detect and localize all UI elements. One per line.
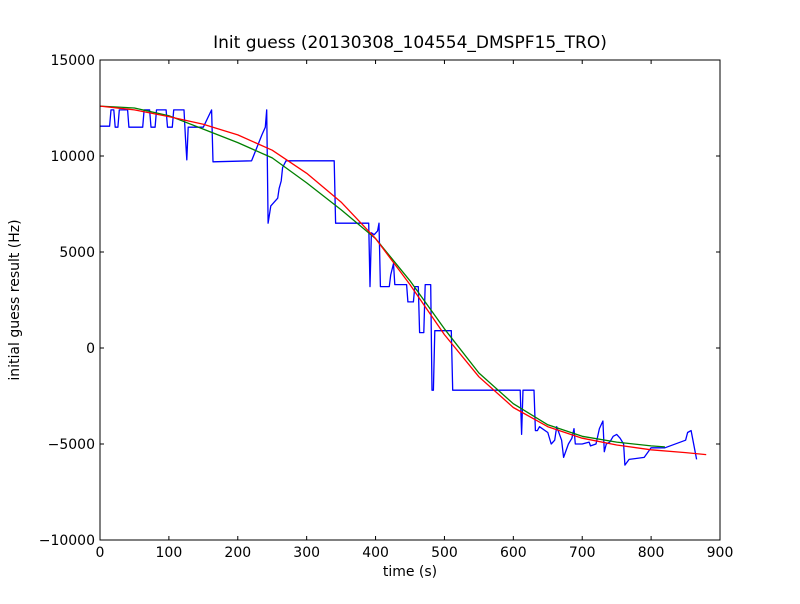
x-axis-label: time (s) [383, 564, 437, 580]
x-tick-label: 0 [96, 545, 105, 561]
x-tick-label: 600 [500, 545, 527, 561]
x-tick-label: 400 [362, 545, 389, 561]
x-tick-label: 700 [569, 545, 596, 561]
x-tick-label: 800 [638, 545, 665, 561]
x-tick-label: 100 [156, 545, 183, 561]
plot-frame [99, 59, 721, 541]
y-tick-label: 0 [86, 341, 95, 357]
x-tick-label: 200 [224, 545, 251, 561]
y-tick-label: 15000 [50, 53, 95, 69]
y-tick-label: 10000 [50, 149, 95, 165]
x-tick-label: 300 [293, 545, 320, 561]
series-line-3 [100, 105, 707, 456]
y-tick-label: 5000 [59, 245, 95, 261]
y-axis-label: initial guess result (Hz) [7, 219, 23, 380]
x-tick-label: 900 [707, 545, 734, 561]
axis-ticks: 0 100 200 300 400 500 600 700 800 900 −10000 −5000 0… [39, 53, 734, 561]
x-tick-label: 500 [431, 545, 458, 561]
y-tick-label: −5000 [48, 437, 95, 453]
y-tick-label: −10000 [39, 533, 95, 549]
series-line-1 [100, 109, 698, 466]
series-line-2 [100, 105, 665, 448]
plot-area [100, 105, 707, 466]
chart-title: Init guess (20130308_104554_DMSPF15_TRO) [213, 33, 607, 53]
